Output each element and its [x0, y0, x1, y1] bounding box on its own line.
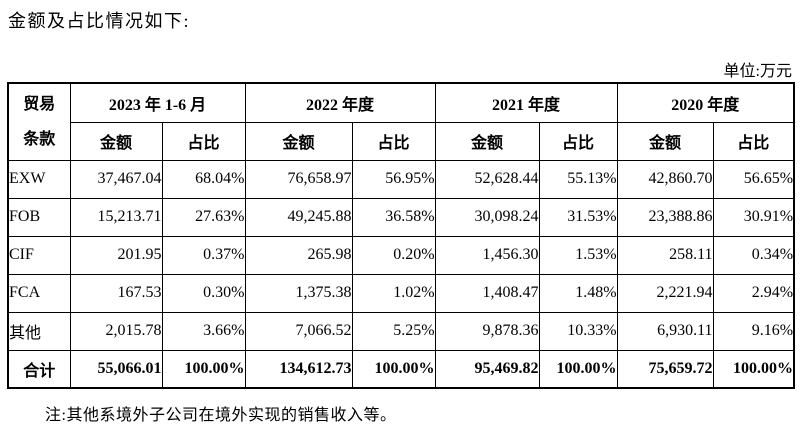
ratio-cell: 0.20% [351, 235, 436, 275]
amount-cell: 52,628.44 [434, 159, 540, 199]
amount-cell: 258.11 [616, 235, 714, 275]
ratio-cell: 68.04% [161, 159, 246, 199]
amount-header: 金额 [244, 121, 353, 161]
row-label: FOB [7, 197, 71, 237]
ratio-cell: 30.91% [712, 197, 795, 237]
amount-cell: 75,659.72 [616, 349, 714, 389]
amount-cell: 95,469.82 [434, 349, 540, 389]
ratio-cell: 100.00% [538, 349, 618, 389]
amount-cell: 167.53 [69, 273, 163, 313]
table-row-other: 其他 2,015.78 3.66% 7,066.52 5.25% 9,878.3… [7, 311, 795, 351]
ratio-cell: 10.33% [538, 311, 618, 351]
amount-cell: 134,612.73 [244, 349, 353, 389]
ratio-cell: 56.65% [712, 159, 795, 199]
table-row-cif: CIF 201.95 0.37% 265.98 0.20% 1,456.30 1… [7, 235, 795, 275]
period-header-2023: 2023 年 1-6 月 [69, 82, 246, 123]
row-label: FCA [7, 273, 71, 313]
ratio-cell: 100.00% [712, 349, 795, 389]
amount-cell: 76,658.97 [244, 159, 353, 199]
amount-cell: 201.95 [69, 235, 163, 275]
row-label: CIF [7, 235, 71, 275]
amount-cell: 6,930.11 [616, 311, 714, 351]
period-header-2022: 2022 年度 [244, 82, 436, 123]
ratio-cell: 2.94% [712, 273, 795, 313]
table-row-exw: EXW 37,467.04 68.04% 76,658.97 56.95% 52… [7, 159, 795, 199]
footnote: 注:其他系境外子公司在境外实现的销售收入等。 [45, 407, 397, 424]
amount-cell: 7,066.52 [244, 311, 353, 351]
row-label: 其他 [7, 311, 71, 351]
period-header-2020: 2020 年度 [616, 82, 795, 123]
trade-terms-table: 贸易 条款 2023 年 1-6 月 2022 年度 2021 年度 2020 … [7, 82, 796, 389]
amount-cell: 1,408.47 [434, 273, 540, 313]
row-label: EXW [7, 159, 71, 199]
ratio-cell: 27.63% [161, 197, 246, 237]
ratio-header: 占比 [712, 121, 795, 161]
ratio-header: 占比 [351, 121, 436, 161]
amount-header: 金额 [616, 121, 714, 161]
amount-cell: 1,375.38 [244, 273, 353, 313]
table-row-total: 合计 55,066.01 100.00% 134,612.73 100.00% … [7, 349, 795, 389]
ratio-cell: 36.58% [351, 197, 436, 237]
corner-header-line1: 贸易 [23, 95, 56, 113]
amount-cell: 15,213.71 [69, 197, 163, 237]
ratio-cell: 1.02% [351, 273, 436, 313]
ratio-cell: 100.00% [351, 349, 436, 389]
ratio-cell: 56.95% [351, 159, 436, 199]
corner-header-line2: 条款 [23, 130, 56, 148]
unit-label: 单位:万元 [723, 63, 792, 80]
amount-cell: 55,066.01 [69, 349, 163, 389]
amount-cell: 37,467.04 [69, 159, 163, 199]
ratio-cell: 3.66% [161, 311, 246, 351]
ratio-cell: 0.37% [161, 235, 246, 275]
ratio-cell: 55.13% [538, 159, 618, 199]
amount-cell: 23,388.86 [616, 197, 714, 237]
amount-header: 金额 [434, 121, 540, 161]
amount-cell: 9,878.36 [434, 311, 540, 351]
amount-cell: 1,456.30 [434, 235, 540, 275]
amount-cell: 42,860.70 [616, 159, 714, 199]
ratio-cell: 9.16% [712, 311, 795, 351]
corner-header: 贸易 条款 [7, 82, 71, 161]
ratio-header: 占比 [161, 121, 246, 161]
row-label: 合计 [7, 349, 71, 389]
ratio-header: 占比 [538, 121, 618, 161]
ratio-cell: 1.53% [538, 235, 618, 275]
ratio-cell: 0.34% [712, 235, 795, 275]
ratio-cell: 31.53% [538, 197, 618, 237]
ratio-cell: 1.48% [538, 273, 618, 313]
table-row-fob: FOB 15,213.71 27.63% 49,245.88 36.58% 30… [7, 197, 795, 237]
table-row-fca: FCA 167.53 0.30% 1,375.38 1.02% 1,408.47… [7, 273, 795, 313]
period-header-2021: 2021 年度 [434, 82, 618, 123]
amount-cell: 30,098.24 [434, 197, 540, 237]
amount-cell: 2,221.94 [616, 273, 714, 313]
amount-cell: 2,015.78 [69, 311, 163, 351]
ratio-cell: 0.30% [161, 273, 246, 313]
page-title: 金额及占比情况如下: [8, 11, 191, 31]
amount-cell: 49,245.88 [244, 197, 353, 237]
ratio-cell: 100.00% [161, 349, 246, 389]
amount-header: 金额 [69, 121, 163, 161]
ratio-cell: 5.25% [351, 311, 436, 351]
amount-cell: 265.98 [244, 235, 353, 275]
